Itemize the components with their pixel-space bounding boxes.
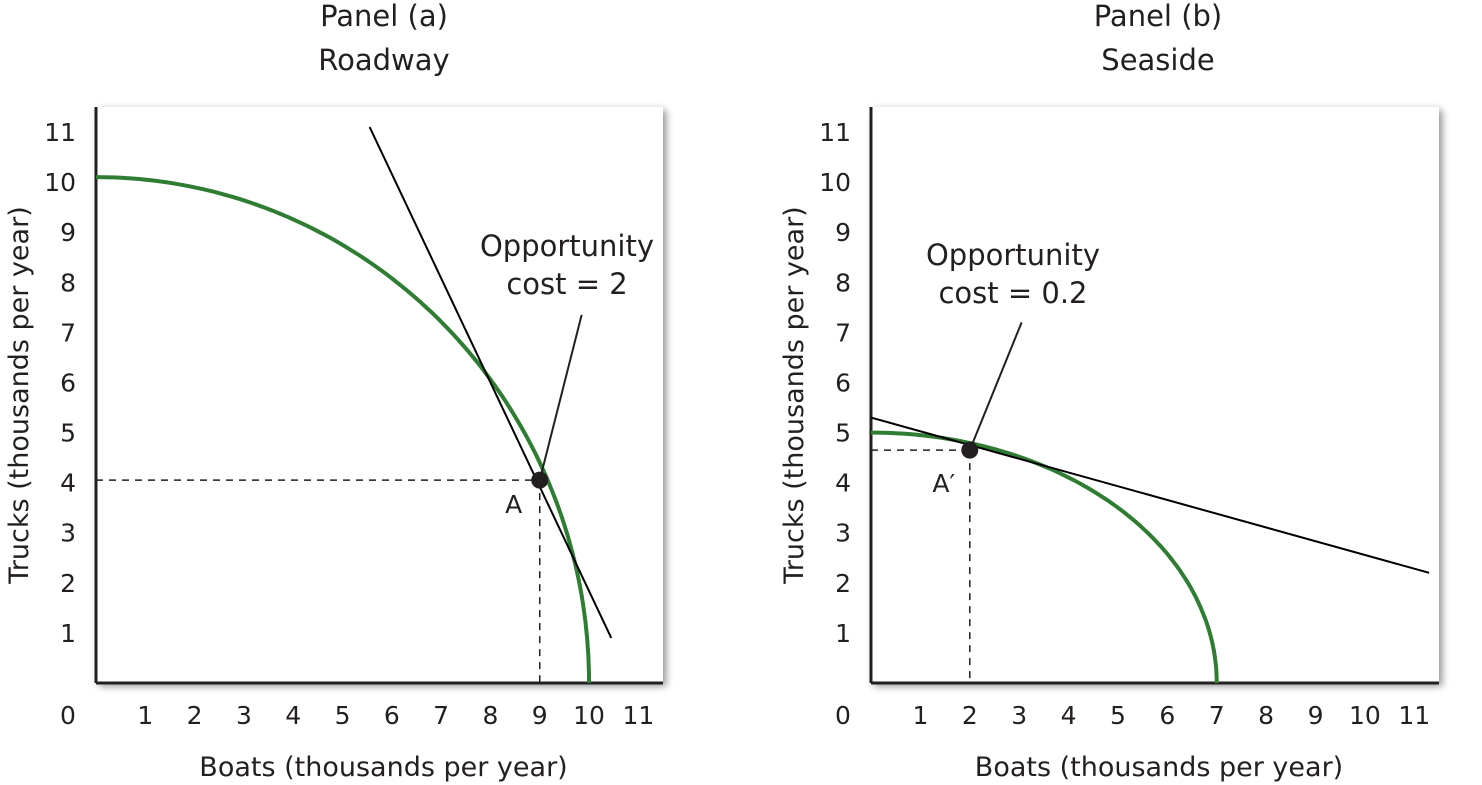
annotation-pointer xyxy=(968,321,1023,451)
x-axis-label: Boats (thousands per year) xyxy=(199,752,567,783)
y-axis-label: Trucks (thousands per year) xyxy=(779,206,810,584)
y-tick-label: 11 xyxy=(819,118,851,147)
x-tick-label: 9 xyxy=(532,701,548,730)
x-tick-label: 10 xyxy=(1349,701,1381,730)
x-tick-label: 9 xyxy=(1308,701,1324,730)
annotation-line-1: Opportunity xyxy=(926,238,1100,272)
ppc-curve xyxy=(95,175,591,683)
y-tick-label: 2 xyxy=(835,569,851,598)
y-tick-label: 4 xyxy=(60,469,76,498)
x-tick-label: 0 xyxy=(835,701,851,730)
tangent-line xyxy=(870,416,1430,574)
chart-title: Seaside xyxy=(1101,43,1214,77)
annotation-line-1: Opportunity xyxy=(480,229,654,263)
x-tick-label: 11 xyxy=(622,701,654,730)
annotation-pointer xyxy=(538,314,583,481)
y-tick-label: 7 xyxy=(835,318,851,347)
x-tick-label: 1 xyxy=(137,701,153,730)
y-tick-label: 1 xyxy=(835,619,851,648)
y-tick-label: 9 xyxy=(60,218,76,247)
y-tick-label: 2 xyxy=(60,569,76,598)
point-marker xyxy=(961,441,979,459)
y-tick-label: 8 xyxy=(60,268,76,297)
x-tick-label: 5 xyxy=(335,701,351,730)
annotation-line-2: cost = 0.2 xyxy=(938,276,1087,310)
x-tick-label: 4 xyxy=(1061,701,1077,730)
y-tick-label: 10 xyxy=(819,168,851,197)
y-tick-label: 8 xyxy=(835,268,851,297)
chart-title: Roadway xyxy=(318,43,449,77)
x-tick-label: 2 xyxy=(187,701,203,730)
x-tick-label: 7 xyxy=(433,701,449,730)
y-axis-label: Trucks (thousands per year) xyxy=(4,206,35,584)
y-tick-label: 3 xyxy=(60,519,76,548)
y-tick-label: 10 xyxy=(44,168,76,197)
y-tick-label: 11 xyxy=(44,118,76,147)
x-tick-label: 3 xyxy=(1011,701,1027,730)
x-tick-label: 3 xyxy=(236,701,252,730)
point-marker xyxy=(531,471,549,489)
y-tick-label: 4 xyxy=(835,469,851,498)
y-tick-label: 5 xyxy=(835,419,851,448)
y-tick-label: 1 xyxy=(60,619,76,648)
y-tick-label: 6 xyxy=(835,368,851,397)
x-tick-label: 2 xyxy=(962,701,978,730)
x-tick-label: 6 xyxy=(384,701,400,730)
x-tick-label: 8 xyxy=(482,701,498,730)
y-tick-label: 9 xyxy=(835,218,851,247)
ppc-curve xyxy=(871,430,1219,683)
panel-label: Panel (b) xyxy=(1094,0,1223,33)
point-label: A xyxy=(505,490,522,519)
x-tick-label: 5 xyxy=(1110,701,1126,730)
y-tick-label: 6 xyxy=(60,368,76,397)
y-tick-label: 3 xyxy=(835,519,851,548)
x-tick-label: 7 xyxy=(1209,701,1225,730)
x-tick-label: 10 xyxy=(573,701,605,730)
x-tick-label: 0 xyxy=(60,701,76,730)
x-tick-label: 1 xyxy=(912,701,928,730)
x-tick-label: 8 xyxy=(1258,701,1274,730)
x-tick-label: 6 xyxy=(1159,701,1175,730)
annotation-line-2: cost = 2 xyxy=(506,267,627,301)
y-tick-label: 7 xyxy=(60,318,76,347)
plot-area xyxy=(96,107,663,683)
x-tick-label: 4 xyxy=(285,701,301,730)
point-label: A′ xyxy=(932,469,955,498)
plot-area xyxy=(871,107,1439,683)
panel-label: Panel (a) xyxy=(320,0,448,33)
y-tick-label: 5 xyxy=(60,419,76,448)
x-tick-label: 11 xyxy=(1398,701,1430,730)
x-axis-label: Boats (thousands per year) xyxy=(975,752,1343,783)
tangent-line xyxy=(368,126,613,639)
